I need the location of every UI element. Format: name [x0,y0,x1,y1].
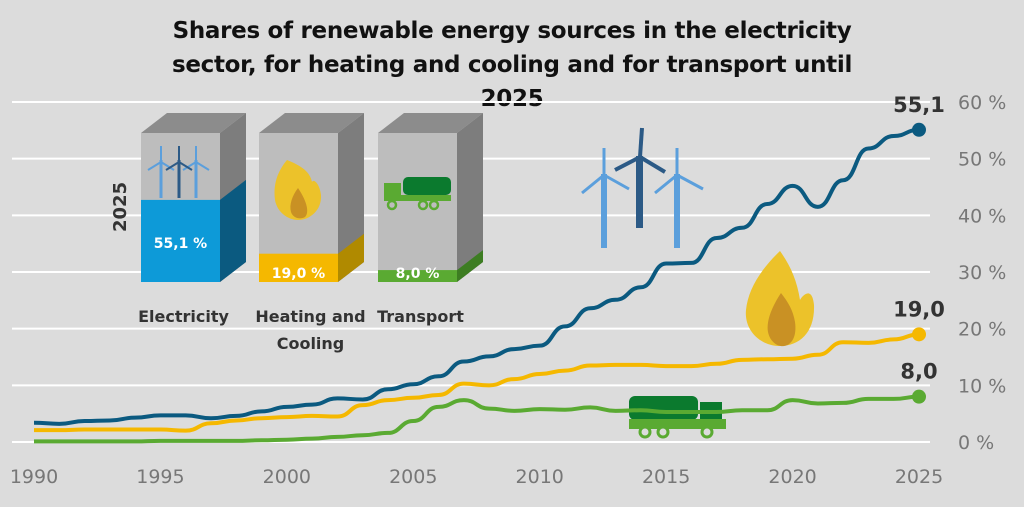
y-tick-label: 40 % [958,205,1006,227]
wind-turbines-icon [147,146,210,198]
x-tick-label: 2000 [263,466,311,488]
inset-box-0: 55,1 % Electricity [138,113,246,326]
x-tick-label: 2020 [768,466,816,488]
box-fill [378,270,457,282]
box-top [259,113,364,133]
tanker-truck-icon [629,396,726,439]
series-end-point [912,122,926,137]
box-category-label: Electricity [138,307,229,326]
series-end-label: 8,0 [900,360,937,384]
box-value-label: 19,0 % [272,266,325,282]
inset-year-label: 2025 [110,182,131,232]
flame-icon [745,251,815,347]
x-tick-label: 2015 [642,466,690,488]
series-end-point [912,327,926,342]
x-tick-label: 2005 [389,466,437,488]
y-tick-label: 10 % [958,375,1006,397]
box-side [457,113,483,282]
x-tick-label: 1990 [10,466,58,488]
box-value-label: 55,1 % [154,236,207,252]
wind-turbines-icon [581,127,704,248]
box-fill-side [457,250,483,282]
box-top [378,113,483,133]
box-category-label: Heating and [255,307,365,326]
flame-icon [274,160,322,220]
x-tick-label: 2025 [895,466,943,488]
box-fill [141,199,220,282]
y-tick-label: 0 % [958,432,994,454]
box-top [141,113,246,133]
series-line-1 [33,332,920,433]
series-line-0 [33,127,920,426]
tanker-truck-icon [384,177,451,211]
y-tick-label: 20 % [958,319,1006,341]
y-tick-label: 60 % [958,92,1006,114]
series-end-label: 55,1 [893,93,945,117]
x-tick-label: 2010 [516,466,564,488]
y-tick-label: 30 % [958,262,1006,284]
series-end-point [912,389,926,404]
chart-title: Shares of renewable energy sources in th… [171,18,853,112]
inset-box-1: 19,0 % Heating and Cooling [255,113,366,353]
box-fill-side [338,233,364,282]
x-tick-label: 1995 [136,466,184,488]
series-end-label: 19,0 [893,297,945,321]
box-value-label: 8,0 % [396,266,440,282]
box-category-label-2: Cooling [277,334,345,353]
inset-box-2: 8,0 % Transport [377,113,483,326]
y-tick-label: 50 % [958,149,1006,171]
box-fill [259,253,338,282]
series-line-2 [34,394,920,444]
box-fill-side [220,179,246,282]
box-category-label: Transport [377,307,464,326]
